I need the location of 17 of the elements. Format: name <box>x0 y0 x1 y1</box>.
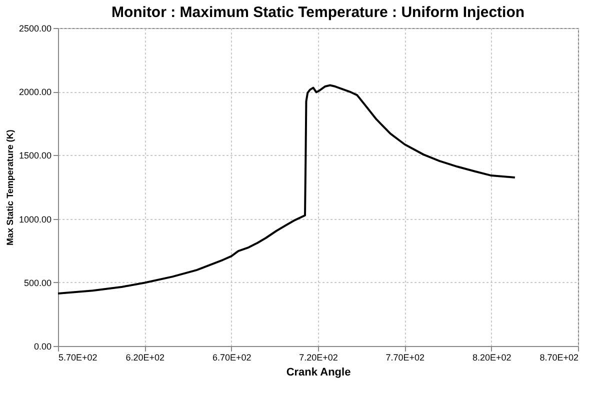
y-tick-label: 2500.00 <box>18 24 52 34</box>
x-axis-title: Crank Angle <box>286 366 351 378</box>
x-tick-label: 6.70E+02 <box>212 352 252 362</box>
x-tick-label: 7.70E+02 <box>386 352 425 362</box>
x-tick-label: 8.20E+02 <box>472 352 512 362</box>
y-tick-label: 2000.00 <box>18 87 52 98</box>
y-tick-label: 500.00 <box>24 278 52 288</box>
x-tick-label: 5.70E+02 <box>58 352 98 362</box>
x-tick-label: 6.20E+02 <box>126 352 165 362</box>
x-tick-label: 7.20E+02 <box>299 352 338 362</box>
y-tick-label: 0.00 <box>34 342 52 352</box>
x-tick-label: 8.70E+02 <box>540 352 578 362</box>
chart-title: Monitor : Maximum Static Temperature : Uniform Injection <box>111 4 525 21</box>
y-axis-title: Max Static Temperature (K) <box>4 130 15 246</box>
y-tick-label: 1500.00 <box>18 150 52 161</box>
y-tick-label: 1000.00 <box>18 214 52 224</box>
line-series <box>57 84 516 294</box>
